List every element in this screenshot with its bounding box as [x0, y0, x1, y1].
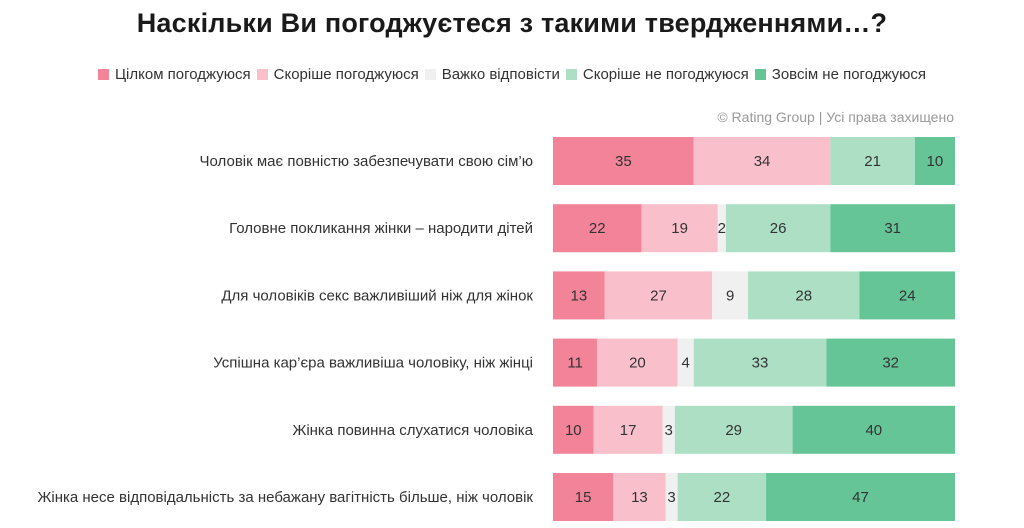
data-label: 40 — [865, 422, 882, 439]
data-label: 22 — [589, 220, 606, 237]
legend: Цілком погоджуюся Скоріше погоджуюся Важко… — [0, 62, 1024, 86]
bar-segment — [830, 204, 955, 253]
data-label: 3 — [665, 422, 673, 439]
legend-item: Цілком погоджуюся — [97, 65, 251, 83]
bar-segment — [641, 204, 718, 253]
bar-segment — [792, 405, 955, 454]
bar-segment — [859, 271, 955, 320]
bar-segment — [674, 405, 793, 454]
data-label: 35 — [615, 153, 632, 170]
category-label: Жінка несе відповідальність за небажану … — [38, 489, 534, 506]
legend-label: Скоріше не погоджуюся — [582, 65, 749, 83]
legend-item: Скоріше не погоджуюся — [565, 65, 749, 83]
legend-label: Важко відповісти — [441, 65, 560, 83]
data-label: 15 — [575, 489, 592, 506]
data-label: 24 — [899, 287, 916, 304]
data-label: 29 — [725, 422, 742, 439]
data-label: 13 — [571, 287, 588, 304]
data-label: 3 — [667, 489, 675, 506]
data-label: 2 — [718, 220, 726, 237]
data-label: 27 — [650, 287, 667, 304]
bar-segment — [712, 271, 749, 320]
bar-segment — [597, 338, 678, 387]
bar-segment — [725, 204, 831, 253]
bar-segment — [553, 271, 605, 320]
legend-swatch — [256, 68, 268, 80]
data-label: 19 — [671, 220, 688, 237]
bar-segment — [604, 271, 713, 320]
data-label: 10 — [927, 153, 944, 170]
bar-segment — [914, 137, 955, 185]
data-label: 33 — [752, 355, 769, 372]
bar-segment — [613, 473, 666, 521]
bar-segment — [693, 137, 831, 185]
data-label: 32 — [882, 355, 899, 372]
bar-segment — [677, 473, 767, 521]
bar-segment — [677, 338, 694, 387]
legend-swatch — [97, 68, 109, 80]
legend-swatch — [424, 68, 436, 80]
data-label: 9 — [726, 287, 734, 304]
source-note: © Rating Group | Усі права захищено — [717, 109, 954, 125]
category-label: Головне покликання жінки – народити діте… — [229, 220, 533, 237]
legend-label: Цілком погоджуюся — [114, 65, 251, 83]
bar-segment — [748, 271, 860, 320]
data-label: 34 — [754, 153, 771, 170]
category-label: Жінка повинна слухатися чоловіка — [292, 422, 533, 439]
data-label: 10 — [565, 422, 582, 439]
data-label: 20 — [629, 355, 646, 372]
chart-title: Наскільки Ви погоджуєтеся з такими тверд… — [136, 8, 888, 38]
bar-segment — [553, 338, 598, 387]
legend-label: Зовсім не погоджуюся — [771, 65, 927, 83]
bar-segment — [593, 405, 663, 454]
bar-segment — [665, 473, 678, 521]
bar-segment — [717, 204, 726, 253]
data-label: 28 — [795, 287, 812, 304]
data-label: 4 — [681, 355, 689, 372]
data-label: 26 — [770, 220, 787, 237]
data-label: 13 — [631, 489, 648, 506]
data-label: 21 — [864, 153, 881, 170]
legend-item: Важко відповісти — [424, 65, 560, 83]
data-label: 31 — [884, 220, 901, 237]
data-label: 22 — [713, 489, 730, 506]
data-label: 47 — [852, 489, 869, 506]
legend-item: Зовсім не погоджуюся — [754, 65, 927, 83]
legend-item: Скоріше погоджуюся — [256, 65, 419, 83]
bar-segment — [693, 338, 827, 387]
bar-segment — [830, 137, 915, 185]
bar-segment — [553, 473, 614, 521]
category-label: Чоловік має повністю забезпечувати свою … — [200, 153, 533, 170]
bar-segment — [553, 204, 642, 253]
bar-segment — [766, 473, 955, 521]
bar-segment — [553, 405, 594, 454]
legend-swatch — [565, 68, 577, 80]
category-label: Успішна кар’єра важливіша чоловіку, ніж … — [213, 355, 533, 372]
bar-segment — [662, 405, 675, 454]
data-label: 11 — [567, 355, 583, 372]
category-label: Для чоловіків секс важливіший ніж для жі… — [221, 287, 533, 304]
data-label: 17 — [620, 422, 637, 439]
legend-swatch — [754, 68, 766, 80]
bar-segment — [553, 137, 694, 185]
legend-label: Скоріше погоджуюся — [273, 65, 419, 83]
bar-segment — [826, 338, 955, 387]
